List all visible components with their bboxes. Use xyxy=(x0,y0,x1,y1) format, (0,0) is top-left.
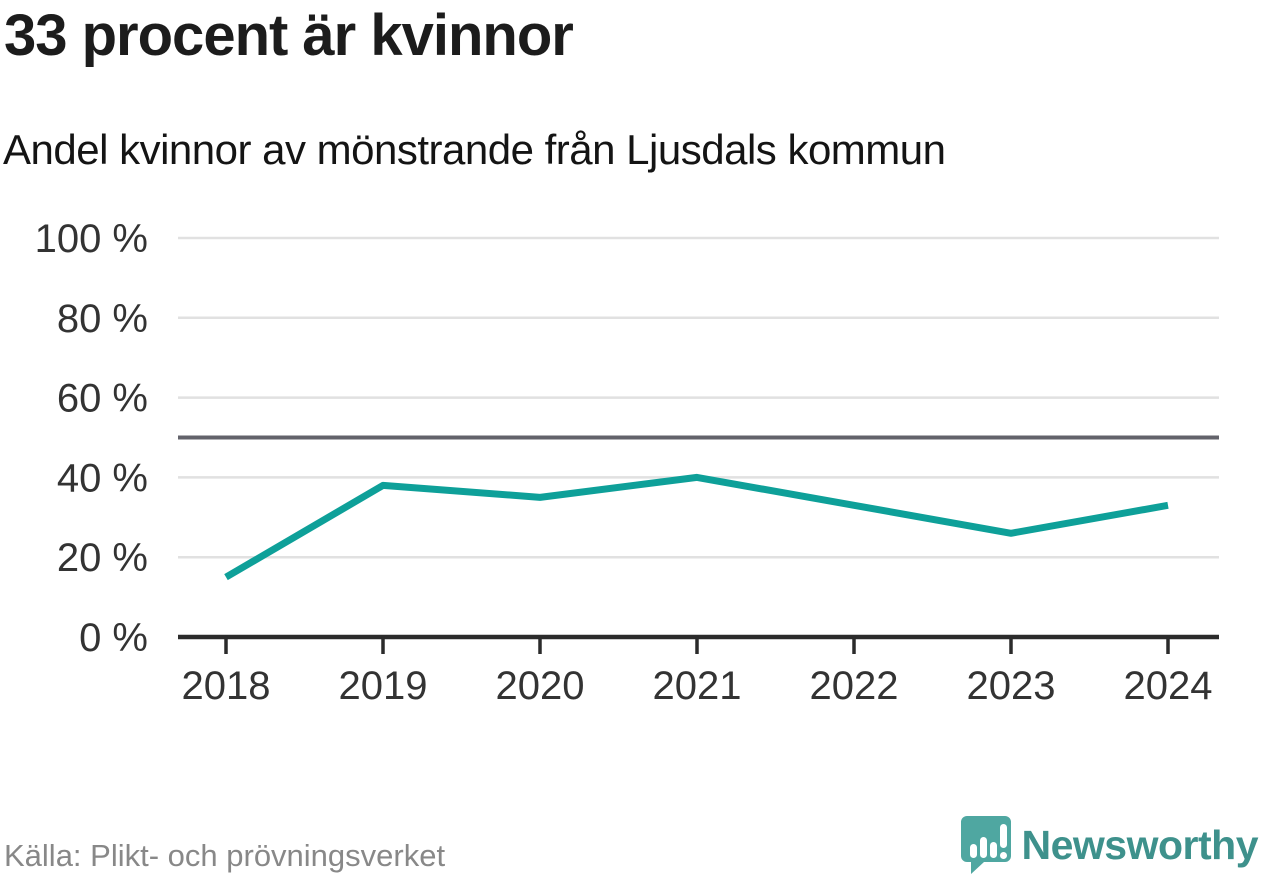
x-tick-label-2021: 2021 xyxy=(653,664,742,708)
y-tick-label-40: 40 % xyxy=(57,456,148,500)
newsworthy-logo-icon xyxy=(960,816,1011,874)
x-tick-label-2024: 2024 xyxy=(1124,664,1213,708)
y-tick-label-80: 80 % xyxy=(57,297,148,341)
logo-exclamation-bar xyxy=(999,824,1007,848)
x-tick-label-2023: 2023 xyxy=(967,664,1056,708)
chart-title: 33 procent är kvinnor xyxy=(4,3,574,68)
newsworthy-brand: Newsworthy xyxy=(960,814,1259,876)
x-tick-label-2019: 2019 xyxy=(339,664,428,708)
logo-bar-3 xyxy=(989,842,997,858)
brand-name: Newsworthy xyxy=(1021,821,1259,868)
x-tick-label-2020: 2020 xyxy=(496,664,585,708)
source-note: Källa: Plikt- och prövningsverket xyxy=(4,838,446,873)
x-tick-label-2022: 2022 xyxy=(810,664,899,708)
logo-bar-2 xyxy=(979,837,987,858)
y-tick-label-60: 60 % xyxy=(57,377,148,421)
x-tick-label-2018: 2018 xyxy=(182,664,271,708)
y-tick-label-20: 20 % xyxy=(57,536,148,580)
data-line xyxy=(224,473,1169,581)
chart-subtitle: Andel kvinnor av mönstrande från Ljusdal… xyxy=(3,126,946,173)
y-tick-label-100: 100 % xyxy=(35,217,148,261)
logo-exclamation-dot xyxy=(999,852,1007,859)
logo-bar-1 xyxy=(969,844,977,858)
y-tick-label-0: 0 % xyxy=(79,616,148,660)
line-chart: 2018 2019 2020 2021 2022 2023 2024 0 % 20 % 40 % 6… xyxy=(35,217,1219,708)
